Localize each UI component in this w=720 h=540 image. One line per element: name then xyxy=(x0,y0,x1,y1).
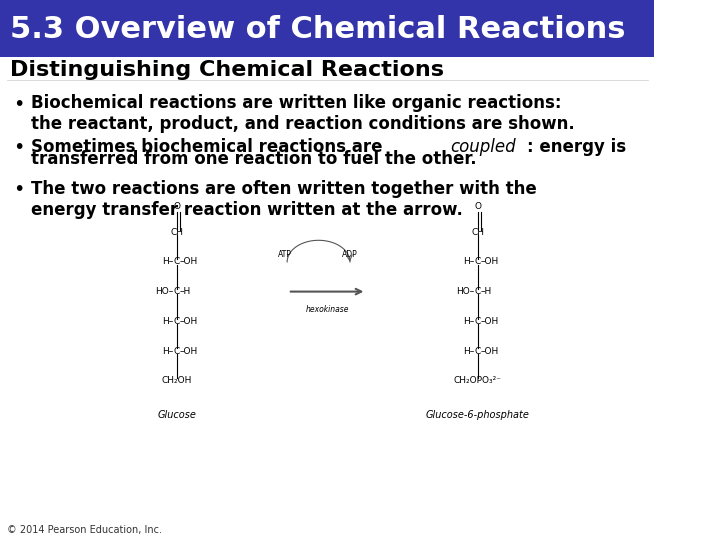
Text: CH: CH xyxy=(471,228,484,237)
Text: H–: H– xyxy=(463,317,474,326)
Text: coupled: coupled xyxy=(450,138,516,156)
Text: Sometimes biochemical reactions are: Sometimes biochemical reactions are xyxy=(32,138,389,156)
Text: H–: H– xyxy=(463,347,474,355)
Text: Distinguishing Chemical Reactions: Distinguishing Chemical Reactions xyxy=(10,60,444,80)
Text: –OH: –OH xyxy=(180,347,198,355)
Text: –OH: –OH xyxy=(180,317,198,326)
Text: –H: –H xyxy=(481,287,492,296)
Text: C: C xyxy=(174,347,180,355)
Text: •: • xyxy=(13,138,24,157)
Text: C: C xyxy=(474,287,481,296)
Text: C: C xyxy=(174,258,180,266)
Text: O: O xyxy=(173,201,180,211)
Bar xyxy=(0,0,654,57)
Text: © 2014 Pearson Education, Inc.: © 2014 Pearson Education, Inc. xyxy=(6,524,161,535)
Text: transferred from one reaction to fuel the other.: transferred from one reaction to fuel th… xyxy=(32,150,477,168)
Text: 5.3 Overview of Chemical Reactions: 5.3 Overview of Chemical Reactions xyxy=(10,15,625,44)
Text: •: • xyxy=(13,94,24,113)
Text: CH₂OPO₃²⁻: CH₂OPO₃²⁻ xyxy=(454,376,502,385)
Text: C: C xyxy=(474,258,481,266)
Text: CH: CH xyxy=(170,228,183,237)
Text: CH₂OH: CH₂OH xyxy=(161,376,192,385)
Text: –OH: –OH xyxy=(481,347,499,355)
Text: HO–: HO– xyxy=(456,287,474,296)
Text: hexokinase: hexokinase xyxy=(305,305,348,314)
Text: Glucose: Glucose xyxy=(157,410,196,421)
Text: Biochemical reactions are written like organic reactions:
the reactant, product,: Biochemical reactions are written like o… xyxy=(32,94,575,133)
Text: ATP: ATP xyxy=(278,250,292,259)
Text: O: O xyxy=(474,201,481,211)
Text: H–: H– xyxy=(162,347,174,355)
Text: C: C xyxy=(174,287,180,296)
Text: Glucose-6-phosphate: Glucose-6-phosphate xyxy=(426,410,529,421)
Text: HO–: HO– xyxy=(155,287,174,296)
Text: ADP: ADP xyxy=(342,250,358,259)
Text: –OH: –OH xyxy=(180,258,198,266)
Text: The two reactions are often written together with the
energy transfer reaction w: The two reactions are often written toge… xyxy=(32,180,537,219)
Text: –OH: –OH xyxy=(481,317,499,326)
Text: H–: H– xyxy=(162,317,174,326)
Text: C: C xyxy=(174,317,180,326)
Text: H–: H– xyxy=(162,258,174,266)
Text: H–: H– xyxy=(463,258,474,266)
Text: –OH: –OH xyxy=(481,258,499,266)
Text: : energy is: : energy is xyxy=(527,138,626,156)
Text: C: C xyxy=(474,347,481,355)
Text: –H: –H xyxy=(180,287,191,296)
Text: •: • xyxy=(13,180,24,199)
Text: C: C xyxy=(474,317,481,326)
